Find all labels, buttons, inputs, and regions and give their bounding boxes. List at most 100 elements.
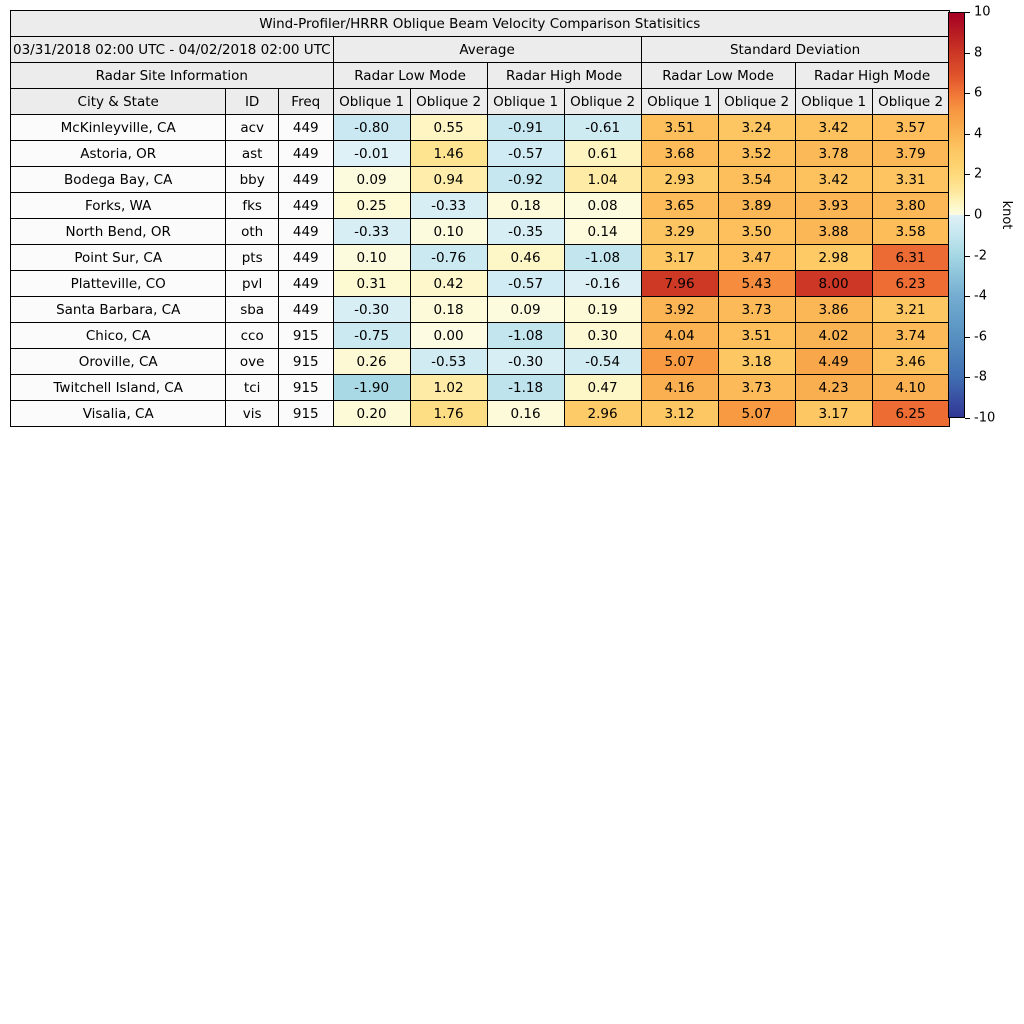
colorbar-tick-label: 2	[974, 166, 983, 182]
value-cell: 0.16	[486, 400, 565, 427]
value-cell: -0.75	[332, 322, 411, 349]
freq-cell: 449	[277, 192, 334, 219]
value-cell: 0.55	[409, 114, 488, 141]
id-cell: bby	[225, 166, 279, 193]
table-row: Santa Barbara, CA sba 449 -0.30 0.18 0.09 0.19…	[9, 296, 950, 323]
value-cell: 3.31	[871, 166, 950, 193]
value-cell: 3.47	[717, 244, 796, 271]
value-cell: 0.47	[563, 374, 642, 401]
colorbar-unit-label: knot	[998, 200, 1014, 230]
value-cell: -1.90	[332, 374, 411, 401]
value-cell: 0.46	[486, 244, 565, 271]
city-cell: Twitchell Island, CA	[9, 374, 227, 401]
value-cell: 1.02	[409, 374, 488, 401]
colorbar-tick-mark	[965, 174, 970, 176]
table-row: Oroville, CA ove 915 0.26 -0.53 -0.30 -0.54 5.0…	[9, 348, 950, 375]
colorbar-tick-mark	[965, 12, 970, 13]
value-cell: 3.65	[640, 192, 719, 219]
value-cell: -0.54	[563, 348, 642, 375]
value-cell: 5.07	[717, 400, 796, 427]
value-cell: 2.98	[794, 244, 873, 271]
colorbar-tick-mark	[965, 336, 970, 338]
value-cell: 0.09	[332, 166, 411, 193]
colorbar-tick-mark	[965, 255, 970, 257]
value-cell: -0.33	[332, 218, 411, 245]
id-cell: ast	[225, 140, 279, 167]
colorbar-tick-label: 10	[974, 4, 991, 20]
value-cell: 3.24	[717, 114, 796, 141]
colorbar-tick-mark	[965, 215, 970, 216]
city-cell: Oroville, CA	[9, 348, 227, 375]
table-row: Forks, WA fks 449 0.25 -0.33 0.18 0.08 3.65 3.89…	[9, 192, 950, 219]
column-header: City & State	[9, 88, 227, 115]
value-cell: 6.25	[871, 400, 950, 427]
column-header-row: City & State ID Freq Oblique 1 Oblique 2 Obli…	[9, 88, 950, 115]
value-cell: 3.93	[794, 192, 873, 219]
value-cell: 1.46	[409, 140, 488, 167]
colorbar-tick-label: -8	[974, 369, 987, 385]
value-cell: 3.92	[640, 296, 719, 323]
value-cell: 4.02	[794, 322, 873, 349]
value-cell: -0.01	[332, 140, 411, 167]
value-cell: 4.49	[794, 348, 873, 375]
colorbar-tick-label: 8	[974, 45, 983, 61]
freq-cell: 915	[277, 348, 334, 375]
freq-cell: 915	[277, 374, 334, 401]
group-header-row-1: 03/31/2018 02:00 UTC - 04/02/2018 02:00 …	[10, 36, 950, 63]
value-cell: 1.04	[563, 166, 642, 193]
freq-cell: 449	[277, 244, 334, 271]
site-info-label: Radar Site Information	[10, 62, 334, 89]
value-cell: 3.68	[640, 140, 719, 167]
value-cell: 0.26	[332, 348, 411, 375]
colorbar-gradient	[948, 12, 965, 418]
city-cell: Astoria, OR	[9, 140, 227, 167]
freq-cell: 449	[277, 114, 334, 141]
freq-cell: 915	[277, 400, 334, 427]
colorbar-tick-mark	[965, 52, 970, 54]
value-cell: 0.10	[332, 244, 411, 271]
value-cell: 3.86	[794, 296, 873, 323]
value-cell: 3.42	[794, 166, 873, 193]
freq-cell: 449	[277, 270, 334, 297]
value-cell: 0.25	[332, 192, 411, 219]
freq-cell: 915	[277, 322, 334, 349]
table-body: McKinleyville, CA acv 449 -0.80 0.55 -0.91 -0.…	[9, 114, 950, 427]
table-row: North Bend, OR oth 449 -0.33 0.10 -0.35 0.14 3.…	[9, 218, 950, 245]
value-cell: 4.16	[640, 374, 719, 401]
value-cell: 0.20	[332, 400, 411, 427]
value-cell: 3.51	[640, 114, 719, 141]
value-cell: 3.89	[717, 192, 796, 219]
colorbar-tick-label: 0	[974, 207, 983, 223]
value-cell: 0.14	[563, 218, 642, 245]
value-cell: 0.08	[563, 192, 642, 219]
value-cell: 3.51	[717, 322, 796, 349]
value-cell: -0.61	[563, 114, 642, 141]
value-cell: 0.42	[409, 270, 488, 297]
value-cell: 4.23	[794, 374, 873, 401]
table-row: McKinleyville, CA acv 449 -0.80 0.55 -0.91 -0.…	[9, 114, 950, 141]
value-cell: 3.78	[794, 140, 873, 167]
value-cell: 3.80	[871, 192, 950, 219]
value-cell: 6.31	[871, 244, 950, 271]
freq-cell: 449	[277, 296, 334, 323]
group-standard-deviation-label: Standard Deviation	[640, 36, 950, 63]
colorbar-tick-mark	[965, 133, 970, 135]
value-cell: -1.08	[486, 322, 565, 349]
id-cell: sba	[225, 296, 279, 323]
value-cell: -0.57	[486, 140, 565, 167]
value-cell: 0.30	[563, 322, 642, 349]
id-cell: cco	[225, 322, 279, 349]
value-cell: 0.10	[409, 218, 488, 245]
stats-table: Wind-Profiler/HRRR Oblique Beam Velocity…	[9, 10, 950, 427]
value-cell: 3.54	[717, 166, 796, 193]
column-header: Oblique 1	[332, 88, 411, 115]
column-header: ID	[225, 88, 279, 115]
column-header: Freq	[277, 88, 334, 115]
value-cell: 3.12	[640, 400, 719, 427]
value-cell: 5.07	[640, 348, 719, 375]
value-cell: 7.96	[640, 270, 719, 297]
id-cell: fks	[225, 192, 279, 219]
value-cell: -0.53	[409, 348, 488, 375]
table-row: Platteville, CO pvl 449 0.31 0.42 -0.57 -0.16 7…	[9, 270, 950, 297]
